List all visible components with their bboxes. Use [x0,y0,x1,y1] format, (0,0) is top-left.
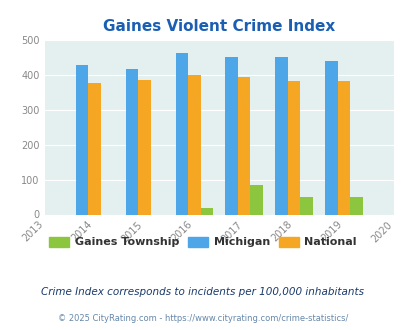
Bar [200,208,213,214]
Bar [188,75,200,215]
Bar [287,81,300,214]
Bar [76,65,88,214]
Bar [138,80,150,214]
Bar [275,57,287,215]
Bar [126,69,138,214]
Text: © 2025 CityRating.com - https://www.cityrating.com/crime-statistics/: © 2025 CityRating.com - https://www.city… [58,314,347,323]
Bar [175,53,188,214]
Bar [337,81,350,214]
Bar [324,61,337,214]
Bar [237,77,250,215]
Bar [250,185,262,214]
Bar [350,197,362,214]
Text: Crime Index corresponds to incidents per 100,000 inhabitants: Crime Index corresponds to incidents per… [41,287,364,297]
Legend: Gaines Township, Michigan, National: Gaines Township, Michigan, National [45,232,360,252]
Bar [88,83,100,214]
Title: Gaines Violent Crime Index: Gaines Violent Crime Index [103,19,335,34]
Bar [225,57,237,214]
Bar [300,197,312,214]
